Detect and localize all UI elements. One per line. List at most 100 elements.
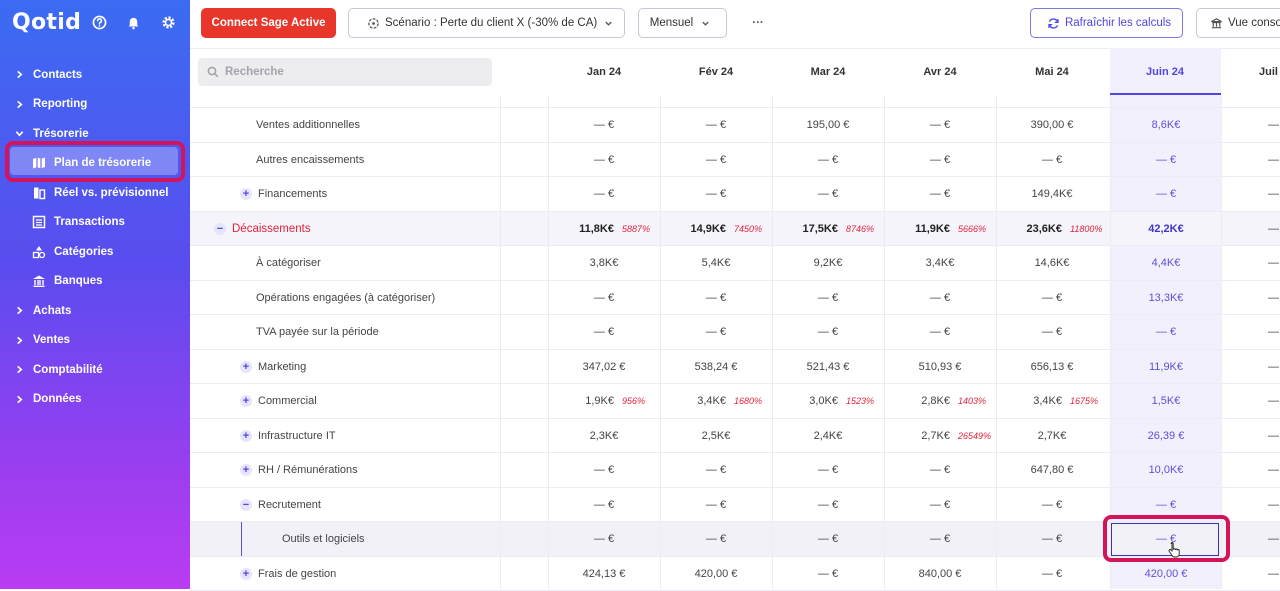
sidebar-item-contacts[interactable]: Contacts bbox=[0, 60, 190, 90]
month-header[interactable]: Mar 24 bbox=[772, 58, 884, 86]
search-input[interactable]: Recherche bbox=[198, 58, 492, 86]
value-cell[interactable]: 11,9K€ bbox=[892, 212, 950, 246]
table-row[interactable]: Autres encaissements— €— €— €— €— €— €— … bbox=[190, 143, 1280, 178]
value-cell[interactable]: — € bbox=[772, 453, 884, 487]
value-cell[interactable]: 17,5K€ bbox=[780, 212, 838, 246]
table-row[interactable]: −Recrutement— €— €— €— €— €— €— € bbox=[190, 488, 1280, 523]
sidebar-item-comptabilit-[interactable]: Comptabilité bbox=[0, 355, 190, 385]
value-cell[interactable]: — € bbox=[548, 108, 660, 142]
sidebar-item-cat-gories[interactable]: Catégories bbox=[0, 237, 190, 267]
value-cell[interactable]: — € bbox=[884, 315, 996, 349]
value-cell[interactable]: 840,00 € bbox=[884, 557, 996, 591]
value-cell[interactable]: — € bbox=[660, 522, 772, 556]
expand-icon[interactable]: + bbox=[240, 430, 252, 442]
connect-sage-button[interactable]: Connect Sage Active bbox=[201, 8, 336, 38]
value-cell[interactable]: — € bbox=[884, 522, 996, 556]
value-cell[interactable]: — € bbox=[548, 315, 660, 349]
value-cell[interactable]: — € bbox=[772, 522, 884, 556]
value-cell[interactable]: 8,6K€ bbox=[1110, 108, 1222, 142]
value-cell[interactable]: 11,9K€ bbox=[1110, 350, 1222, 384]
bell-icon[interactable] bbox=[125, 14, 141, 30]
value-cell[interactable]: 2,7K€ bbox=[996, 419, 1108, 453]
value-cell[interactable]: 13,3K€ bbox=[1110, 281, 1222, 315]
value-cell[interactable]: 2,3K€ bbox=[548, 419, 660, 453]
value-cell[interactable]: 390,00 € bbox=[996, 108, 1108, 142]
value-cell[interactable]: — € bbox=[884, 108, 996, 142]
value-cell-partial[interactable]: — € bbox=[1268, 453, 1280, 487]
value-cell[interactable]: — € bbox=[1110, 488, 1222, 522]
value-cell[interactable]: 14,9K€ bbox=[668, 212, 726, 246]
value-cell[interactable]: 9,2K€ bbox=[772, 246, 884, 280]
sidebar-item-r-el-vs-pr-visionnel[interactable]: Réel vs. prévisionnel bbox=[0, 178, 190, 208]
value-cell[interactable]: — € bbox=[884, 281, 996, 315]
expand-icon[interactable]: + bbox=[240, 568, 252, 580]
value-cell[interactable]: — € bbox=[660, 453, 772, 487]
value-cell[interactable]: 5,4K€ bbox=[660, 246, 772, 280]
sidebar-item-achats[interactable]: Achats bbox=[0, 296, 190, 326]
table-row[interactable]: +Financements— €— €— €— €149,4K€— €— € bbox=[190, 177, 1280, 212]
value-cell[interactable]: 424,13 € bbox=[548, 557, 660, 591]
collapse-icon[interactable]: − bbox=[214, 223, 226, 235]
app-logo[interactable]: Qotid bbox=[12, 10, 81, 35]
value-cell[interactable]: — € bbox=[996, 315, 1108, 349]
value-cell[interactable]: — € bbox=[996, 557, 1108, 591]
value-cell[interactable]: 149,4K€ bbox=[996, 177, 1108, 211]
value-cell[interactable]: — € bbox=[884, 177, 996, 211]
value-cell[interactable]: 3,4K€ bbox=[1004, 384, 1062, 418]
month-header[interactable]: Mai 24 bbox=[996, 58, 1108, 86]
value-cell[interactable]: — € bbox=[548, 453, 660, 487]
expand-icon[interactable]: + bbox=[240, 464, 252, 476]
value-cell[interactable]: — € bbox=[996, 488, 1108, 522]
value-cell[interactable]: — € bbox=[548, 177, 660, 211]
sidebar-item-plan-de-tr-sorerie[interactable]: Plan de trésorerie bbox=[0, 149, 190, 179]
expand-icon[interactable]: + bbox=[240, 361, 252, 373]
value-cell[interactable]: 1,9K€ bbox=[556, 384, 614, 418]
value-cell-partial[interactable]: — € bbox=[1268, 246, 1280, 280]
value-cell-partial[interactable]: — € bbox=[1268, 177, 1280, 211]
value-cell[interactable]: — € bbox=[660, 143, 772, 177]
value-cell[interactable]: 4,4K€ bbox=[1110, 246, 1222, 280]
value-cell[interactable]: — € bbox=[772, 143, 884, 177]
value-cell[interactable]: 3,4K€ bbox=[884, 246, 996, 280]
value-cell[interactable]: 23,6K€ bbox=[1004, 212, 1062, 246]
table-row[interactable]: Ventes additionnelles— €— €195,00 €— €39… bbox=[190, 108, 1280, 143]
value-cell-partial[interactable]: — € bbox=[1268, 384, 1280, 418]
value-cell[interactable]: — € bbox=[660, 488, 772, 522]
value-cell[interactable]: — € bbox=[996, 143, 1108, 177]
month-header[interactable]: Juin 24 bbox=[1109, 58, 1221, 86]
expand-icon[interactable]: + bbox=[240, 395, 252, 407]
value-cell-partial[interactable]: — € bbox=[1268, 419, 1280, 453]
month-header[interactable]: Avr 24 bbox=[884, 58, 996, 86]
month-header[interactable]: Fév 24 bbox=[660, 58, 772, 86]
value-cell[interactable]: 510,93 € bbox=[884, 350, 996, 384]
value-cell-partial[interactable]: — € bbox=[1268, 108, 1280, 142]
value-cell[interactable]: — € bbox=[772, 281, 884, 315]
value-cell[interactable]: — € bbox=[772, 177, 884, 211]
value-cell[interactable]: 11,8K€ bbox=[556, 212, 614, 246]
value-cell-partial[interactable]: — € bbox=[1268, 522, 1280, 556]
value-cell[interactable]: 2,8K€ bbox=[892, 384, 950, 418]
sidebar-item-transactions[interactable]: Transactions bbox=[0, 208, 190, 238]
value-cell[interactable]: 1,5K€ bbox=[1110, 384, 1222, 418]
value-cell[interactable]: 2,4K€ bbox=[772, 419, 884, 453]
value-cell[interactable]: — € bbox=[772, 315, 884, 349]
value-cell-partial[interactable]: — € bbox=[1268, 212, 1280, 246]
value-cell[interactable]: 538,24 € bbox=[660, 350, 772, 384]
value-cell[interactable]: — € bbox=[548, 522, 660, 556]
value-cell[interactable]: — € bbox=[996, 522, 1108, 556]
value-cell[interactable]: 420,00 € bbox=[1110, 557, 1222, 591]
collapse-icon[interactable]: − bbox=[240, 499, 252, 511]
expand-icon[interactable]: + bbox=[240, 188, 252, 200]
gear-icon[interactable] bbox=[160, 14, 176, 30]
value-cell[interactable]: — € bbox=[996, 281, 1108, 315]
value-cell[interactable]: 656,13 € bbox=[996, 350, 1108, 384]
value-cell[interactable]: — € bbox=[548, 143, 660, 177]
month-header[interactable]: Juil bbox=[1259, 58, 1280, 86]
selected-cell[interactable] bbox=[1111, 523, 1219, 556]
value-cell-partial[interactable]: — € bbox=[1268, 281, 1280, 315]
value-cell[interactable]: 647,80 € bbox=[996, 453, 1108, 487]
